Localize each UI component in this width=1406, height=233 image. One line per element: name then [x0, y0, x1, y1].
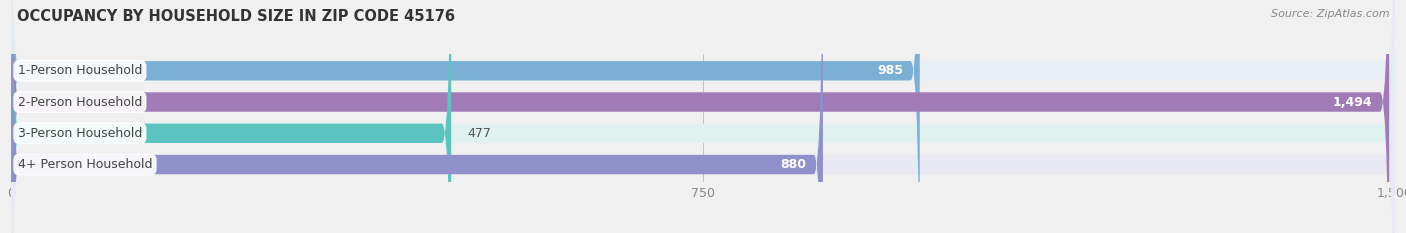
- Text: 1-Person Household: 1-Person Household: [18, 64, 142, 77]
- FancyBboxPatch shape: [11, 0, 1389, 233]
- Text: 4+ Person Household: 4+ Person Household: [18, 158, 152, 171]
- Text: 880: 880: [780, 158, 806, 171]
- Text: 1,494: 1,494: [1333, 96, 1372, 109]
- Text: 477: 477: [468, 127, 492, 140]
- Text: 3-Person Household: 3-Person Household: [18, 127, 142, 140]
- Text: 985: 985: [877, 64, 903, 77]
- FancyBboxPatch shape: [11, 0, 1395, 233]
- FancyBboxPatch shape: [11, 0, 451, 233]
- FancyBboxPatch shape: [11, 0, 1395, 233]
- Text: 2-Person Household: 2-Person Household: [18, 96, 142, 109]
- FancyBboxPatch shape: [11, 0, 1395, 233]
- Text: Source: ZipAtlas.com: Source: ZipAtlas.com: [1271, 9, 1389, 19]
- FancyBboxPatch shape: [11, 0, 920, 233]
- FancyBboxPatch shape: [11, 0, 1395, 233]
- FancyBboxPatch shape: [11, 0, 823, 233]
- Text: OCCUPANCY BY HOUSEHOLD SIZE IN ZIP CODE 45176: OCCUPANCY BY HOUSEHOLD SIZE IN ZIP CODE …: [17, 9, 456, 24]
